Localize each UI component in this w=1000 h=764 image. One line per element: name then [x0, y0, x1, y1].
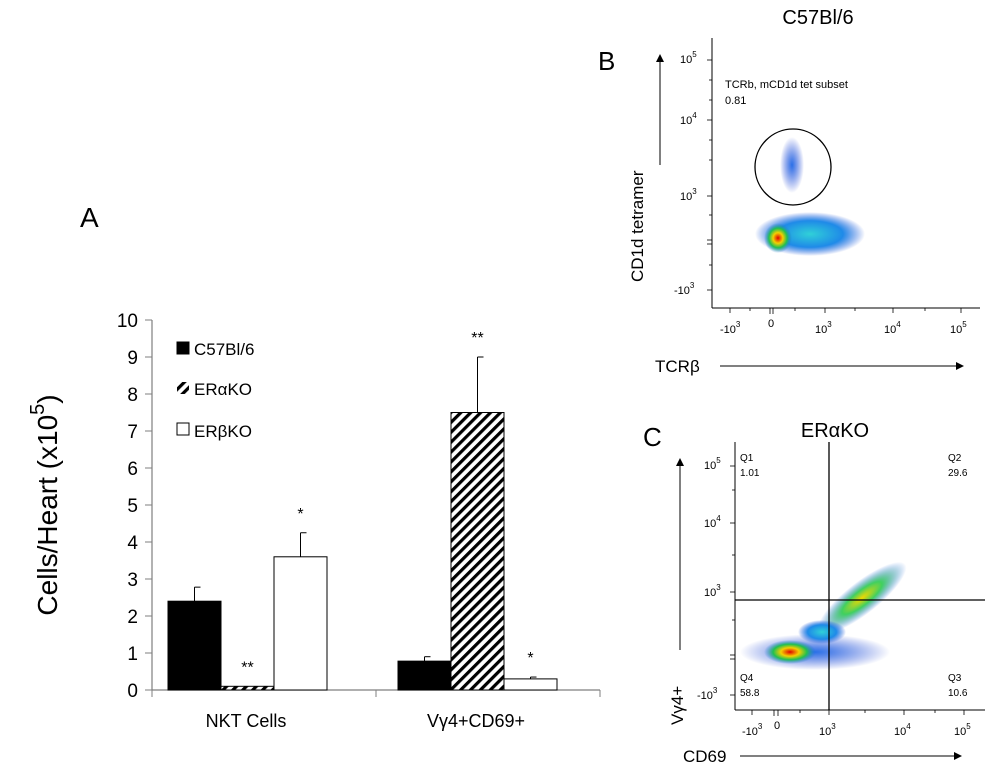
panel-c-label: C	[643, 422, 662, 452]
panel-a-label: A	[80, 202, 99, 233]
legend-swatch-c57bl6	[176, 341, 190, 355]
plot-b-ytick-neg1e3: -103	[674, 281, 695, 297]
plot-b-gate-value: 0.81	[725, 95, 746, 107]
plot-c-xtick-1e3: 103	[819, 722, 836, 738]
category-label-vg4: Vγ4+CD69+	[427, 711, 525, 731]
plot-b-gate-name: TCRb, mCD1d tet subset	[725, 79, 848, 91]
plot-c-xtick-neg1e3: -103	[742, 722, 763, 738]
plot-b-xtick-1e4: 104	[884, 320, 901, 336]
plot-c-x-title: CD69	[683, 747, 726, 764]
plot-c-q2-value: 29.6	[948, 468, 968, 479]
bar	[273, 556, 328, 691]
plot-c-ytick-neg1e3: -103	[697, 686, 718, 702]
plot-b-gate	[754, 128, 832, 206]
y-tick-label: 0	[127, 681, 138, 702]
plot-c-q4-value: 58.8	[740, 688, 760, 699]
plot-b-cluster-hot	[764, 223, 792, 253]
plot-b-x-minor-ticks	[729, 308, 962, 314]
plot-b-cluster-nkt	[780, 137, 804, 193]
legend-label-eraKO: ERαKO	[194, 380, 252, 399]
plot-b-y-title: CD1d tetramer	[628, 170, 647, 282]
legend-swatch-erbKO	[176, 422, 190, 436]
plot-b-xtick-1e5: 105	[950, 320, 967, 336]
plot-c-ytick-1e5: 105	[704, 456, 721, 472]
plot-c-y-title-text: Vγ4+	[668, 686, 687, 725]
y-tick-label: 9	[127, 348, 138, 369]
bar-series: ******	[167, 330, 558, 691]
bar	[220, 685, 275, 691]
plot-b-xtick-0: 0	[768, 318, 774, 330]
plot-b-y-minor-ticks	[707, 59, 712, 291]
plot-c-ytick-1e3: 103	[704, 583, 721, 599]
plot-c-cluster-diagonal	[817, 561, 907, 635]
panel-b-label: B	[598, 46, 615, 76]
y-tick-label: 7	[127, 422, 138, 443]
plot-b-density	[755, 137, 865, 256]
plot-c-xtick-1e4: 104	[894, 722, 911, 738]
plot-c-q4-name: Q4	[740, 673, 754, 684]
bar	[167, 600, 222, 691]
y-axis-title-exponent: 5	[27, 404, 49, 415]
significance-label: **	[471, 330, 483, 347]
significance-label: *	[297, 506, 303, 523]
plot-b-xtick-neg1e3: -103	[720, 320, 741, 336]
plot-b-frame	[707, 38, 980, 314]
plot-b-x-tick-labels: -103 0 103 104 105	[720, 318, 967, 336]
plot-c-density	[740, 561, 907, 670]
y-tick-labels: 0 1 2 3 4 5 6 7 8 9 10	[117, 311, 152, 702]
y-axis-title-main: Cells/Heart (x10	[32, 415, 63, 616]
legend-label-erbKO: ERβKO	[194, 422, 252, 441]
plot-c-y-title: Vγ4+	[668, 686, 687, 725]
plot-c-y-tick-labels: 105 104 103 -103	[697, 456, 721, 702]
plot-c-q1-value: 1.01	[740, 468, 760, 479]
plot-c-cluster-hot	[764, 640, 816, 664]
significance-label: **	[241, 659, 253, 676]
y-tick-label: 2	[127, 607, 138, 628]
plot-c-xtick-1e5: 105	[954, 722, 971, 738]
plot-b-ytick-1e4: 104	[680, 111, 697, 127]
plot-c-ytick-1e4: 104	[704, 514, 721, 530]
plot-b-y-tick-labels: 105 104 103 -103	[674, 50, 697, 297]
plot-c-q3-value: 10.6	[948, 688, 968, 699]
bar	[397, 660, 452, 691]
plot-c-y-minor-ticks	[730, 465, 735, 696]
plot-c-x-tick-labels: -103 0 103 104 105	[742, 720, 971, 738]
y-tick-label: 10	[117, 311, 138, 332]
significance-label: *	[527, 650, 533, 667]
y-tick-label: 4	[127, 533, 138, 554]
plot-b-xtick-1e3: 103	[815, 320, 832, 336]
y-tick-label: 6	[127, 459, 138, 480]
bar	[503, 678, 558, 691]
y-tick-label: 3	[127, 570, 138, 591]
plot-c-q2-name: Q2	[948, 453, 962, 464]
plot-c-quadrant-labels: Q1 1.01 Q2 29.6 Q3 10.6 Q4 58.8	[740, 453, 968, 699]
plot-c-q1-name: Q1	[740, 453, 754, 464]
plot-c-cluster-mid	[798, 620, 846, 644]
plot-c-xtick-0: 0	[774, 720, 780, 732]
plot-c-x-minor-ticks	[751, 710, 965, 716]
category-label-nkt: NKT Cells	[206, 711, 287, 731]
panel-c-title: ERαKO	[801, 420, 869, 442]
y-tick-label: 8	[127, 385, 138, 406]
y-tick-label: 5	[127, 496, 138, 517]
y-tick-label: 1	[127, 644, 138, 665]
y-axis-title-text: Cells/Heart (x105)	[27, 394, 63, 615]
plot-b-ytick-1e5: 105	[680, 50, 697, 66]
plot-c-frame	[730, 442, 985, 716]
plot-b-y-title-text: CD1d tetramer	[628, 170, 647, 282]
plot-c-q3-name: Q3	[948, 673, 962, 684]
panel-b-title: C57Bl/6	[782, 7, 853, 29]
legend: C57Bl/6 ERαKO ERβKO	[176, 340, 254, 441]
plot-b-x-title: TCRβ	[655, 357, 700, 376]
y-axis-title-close: )	[32, 394, 63, 403]
bar	[450, 412, 505, 691]
y-axis-title: Cells/Heart (x105)	[27, 394, 63, 615]
legend-label-c57bl6: C57Bl/6	[194, 340, 254, 359]
legend-swatch-eraKO	[177, 382, 189, 394]
plot-b-ytick-1e3: 103	[680, 187, 697, 203]
